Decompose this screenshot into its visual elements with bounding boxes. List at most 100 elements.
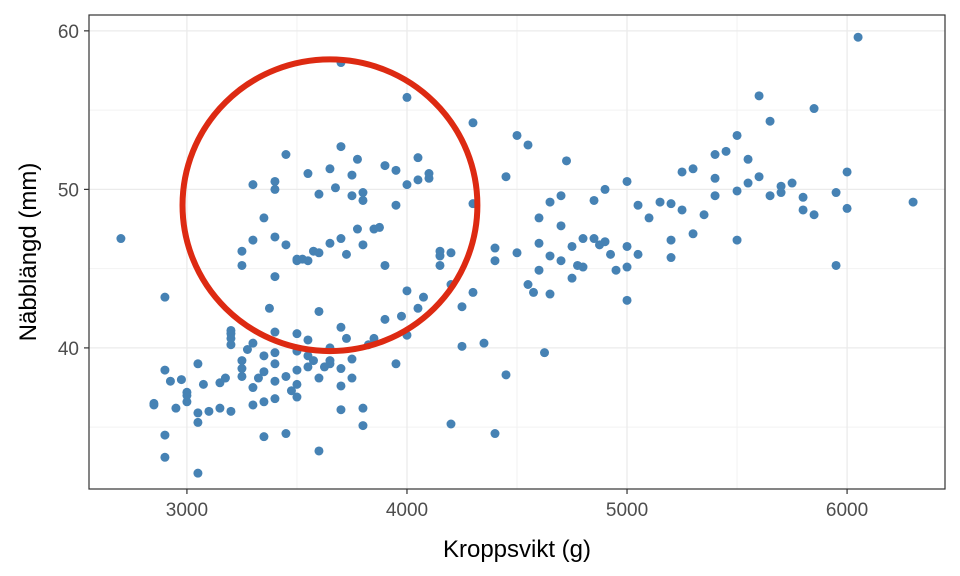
- data-point: [710, 150, 720, 160]
- y-tick-label: 40: [58, 339, 79, 360]
- data-point: [622, 241, 632, 251]
- data-point: [765, 191, 775, 201]
- data-point: [314, 446, 324, 456]
- data-point: [347, 170, 357, 180]
- annotations: [179, 56, 481, 355]
- data-point: [237, 371, 247, 381]
- data-point: [358, 240, 368, 250]
- data-point: [457, 341, 467, 351]
- data-point: [303, 362, 313, 372]
- data-point: [490, 256, 500, 266]
- data-point: [545, 197, 555, 207]
- data-point: [468, 118, 478, 128]
- data-point: [490, 243, 500, 253]
- data-point: [259, 397, 269, 407]
- data-point: [754, 91, 764, 101]
- data-point: [325, 359, 335, 369]
- data-point: [754, 172, 764, 182]
- data-point: [831, 260, 841, 270]
- data-point: [853, 32, 863, 42]
- data-point: [352, 154, 362, 164]
- data-point: [226, 340, 236, 350]
- data-point: [253, 373, 263, 383]
- data-point: [303, 169, 313, 179]
- x-tick-label: 3000: [166, 500, 208, 521]
- data-point: [529, 287, 539, 297]
- data-point: [611, 265, 621, 275]
- data-point: [413, 303, 423, 313]
- data-points: [116, 32, 918, 478]
- data-point: [798, 192, 808, 202]
- data-point: [562, 156, 572, 166]
- data-point: [534, 265, 544, 275]
- data-point: [292, 379, 302, 389]
- data-point: [308, 356, 318, 366]
- plot-border: [88, 14, 946, 490]
- data-point: [336, 381, 346, 391]
- data-point: [193, 408, 203, 418]
- data-point: [540, 348, 550, 358]
- data-point: [165, 376, 175, 386]
- data-point: [259, 367, 269, 377]
- data-point: [336, 234, 346, 244]
- data-point: [292, 392, 302, 402]
- data-point: [182, 390, 192, 400]
- data-point: [567, 241, 577, 251]
- data-point: [347, 354, 357, 364]
- y-tick-label: 60: [58, 22, 79, 43]
- data-point: [380, 260, 390, 270]
- data-point: [336, 142, 346, 152]
- data-point: [314, 189, 324, 199]
- data-point: [512, 130, 522, 140]
- y-axis-ticks: 40 50 60: [58, 22, 89, 360]
- data-point: [523, 140, 533, 150]
- data-point: [336, 322, 346, 332]
- data-point: [281, 240, 291, 250]
- data-point: [468, 287, 478, 297]
- data-point: [270, 232, 280, 242]
- data-point: [358, 421, 368, 431]
- data-point: [380, 161, 390, 171]
- data-point: [204, 406, 214, 416]
- data-point: [176, 375, 186, 385]
- data-point: [446, 419, 456, 429]
- data-point: [160, 292, 170, 302]
- data-point: [435, 260, 445, 270]
- data-point: [578, 234, 588, 244]
- data-point: [908, 197, 918, 207]
- data-point: [666, 199, 676, 209]
- data-point: [633, 249, 643, 259]
- data-point: [732, 130, 742, 140]
- data-point: [842, 203, 852, 213]
- data-point: [314, 373, 324, 383]
- data-point: [479, 338, 489, 348]
- data-point: [633, 200, 643, 210]
- data-point: [264, 303, 274, 313]
- data-point: [347, 191, 357, 201]
- data-point: [578, 262, 588, 272]
- data-point: [270, 376, 280, 386]
- data-point: [600, 184, 610, 194]
- data-point: [330, 183, 340, 193]
- data-point: [358, 195, 368, 205]
- data-point: [270, 184, 280, 194]
- data-point: [721, 146, 731, 156]
- data-point: [281, 150, 291, 160]
- data-point: [743, 154, 753, 164]
- data-point: [336, 405, 346, 415]
- data-point: [242, 344, 252, 354]
- data-point: [699, 210, 709, 220]
- data-point: [418, 292, 428, 302]
- data-point: [270, 348, 280, 358]
- data-point: [259, 351, 269, 361]
- data-point: [809, 210, 819, 220]
- data-point: [787, 178, 797, 188]
- data-point: [556, 256, 566, 266]
- data-point: [248, 180, 258, 190]
- data-point: [270, 272, 280, 282]
- data-point: [446, 248, 456, 258]
- data-point: [600, 237, 610, 247]
- data-point: [589, 195, 599, 205]
- data-point: [644, 213, 654, 223]
